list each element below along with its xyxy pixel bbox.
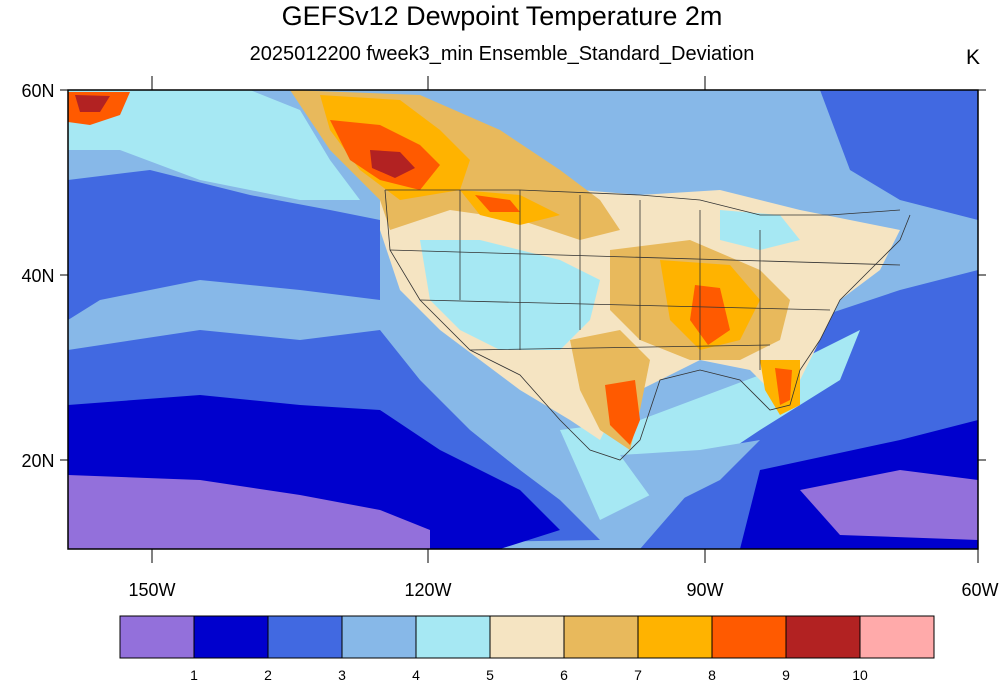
colorbar-swatch: [119, 615, 195, 659]
colorbar-tick-label: 4: [412, 667, 420, 683]
map-subtitle: 2025012200 fweek3_min Ensemble_Standard_…: [249, 43, 755, 65]
colorbar-tick-label: 5: [486, 667, 494, 683]
lat-label-60n: 60N: [21, 81, 54, 101]
colorbar-tick-label: 7: [634, 667, 642, 683]
map-frame: [67, 89, 979, 550]
units-label: K: [966, 46, 981, 69]
lat-label-40n: 40N: [21, 266, 54, 286]
colorbar-swatch: [563, 615, 639, 659]
colorbar: 1 2 3 4 5 6 7 8 9 10: [119, 615, 935, 683]
colorbar-tick-label: 8: [708, 667, 716, 683]
colorbar-swatch: [415, 615, 491, 659]
colorbar-swatch: [711, 615, 787, 659]
colorbar-swatch: [785, 615, 861, 659]
colorbar-swatch: [489, 615, 565, 659]
colorbar-tick-label: 1: [190, 667, 198, 683]
shaded-field: [68, 90, 978, 549]
colorbar-swatch: [267, 615, 343, 659]
lat-label-20n: 20N: [21, 451, 54, 471]
lon-label-60w: 60W: [961, 580, 998, 600]
colorbar-swatch: [637, 615, 713, 659]
colorbar-swatch: [341, 615, 417, 659]
lon-label-90w: 90W: [686, 580, 723, 600]
colorbar-tick-label: 6: [560, 667, 568, 683]
colorbar-tick-label: 9: [782, 667, 790, 683]
colorbar-swatch: [859, 615, 935, 659]
boundaries: [384, 189, 911, 461]
colorbar-tick-label: 10: [852, 667, 868, 683]
colorbar-swatch: [193, 615, 269, 659]
tick-marks: [60, 76, 986, 563]
colorbar-tick-label: 3: [338, 667, 346, 683]
lon-label-120w: 120W: [404, 580, 451, 600]
lon-label-150w: 150W: [128, 580, 175, 600]
colorbar-tick-label: 2: [264, 667, 272, 683]
map-title: GEFSv12 Dewpoint Temperature 2m: [281, 1, 723, 31]
